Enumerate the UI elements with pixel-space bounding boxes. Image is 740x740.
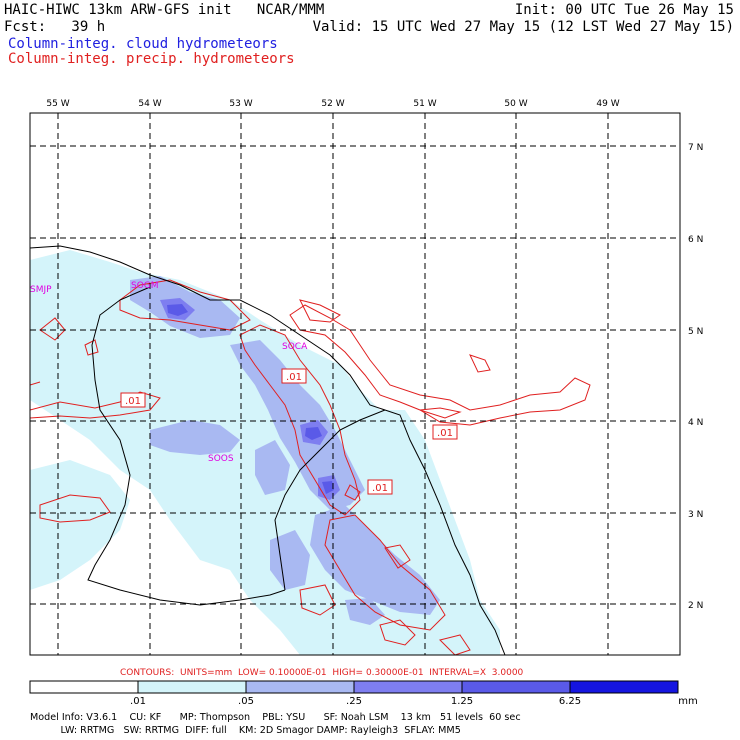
lat-tick-label: 7 N <box>688 143 703 153</box>
model-info-line1: Model Info: V3.6.1 CU: KF MP: Thompson P… <box>30 712 521 723</box>
forecast-hour: Fcst: 39 h <box>4 19 106 35</box>
station-label-soca: SOCA <box>282 342 308 352</box>
colorbar-bin <box>245 680 355 694</box>
station-label-soos: SOOS <box>208 454 234 464</box>
lat-tick-label: 2 N <box>688 601 703 611</box>
model-info-line2: LW: RRTMG SW: RRTMG DIFF: full KM: 2D Sm… <box>30 725 461 736</box>
contour-label: .01 <box>125 396 141 407</box>
colorbar-units: mm <box>678 696 697 707</box>
cloud-shading <box>30 250 500 655</box>
colorbar-label: .05 <box>238 696 254 707</box>
valid-time: Valid: 15 UTC Wed 27 May 15 (12 LST Wed … <box>312 19 734 35</box>
cloud-field-label: Column-integ. cloud hydrometeors <box>8 36 278 52</box>
lon-tick-label: 55 W <box>46 99 69 109</box>
lat-tick-label: 4 N <box>688 418 703 428</box>
colorbar-bin <box>137 680 247 694</box>
lat-tick-label: 6 N <box>688 235 703 245</box>
precip-field-label: Column-integ. precip. hydrometeors <box>8 51 295 67</box>
colorbar <box>29 680 679 694</box>
lon-tick-label: 50 W <box>504 99 527 109</box>
lat-tick-label: 5 N <box>688 327 703 337</box>
lon-tick-label: 54 W <box>138 99 161 109</box>
colorbar-bin <box>353 680 463 694</box>
colorbar-label: .01 <box>130 696 146 707</box>
init-time: Init: 00 UTC Tue 26 May 15 <box>514 2 734 18</box>
lon-tick-label: 52 W <box>321 99 344 109</box>
map-frame <box>29 112 681 656</box>
lon-tick-label: 53 W <box>229 99 252 109</box>
contour-label: .01 <box>286 372 302 383</box>
colorbar-label: .25 <box>346 696 362 707</box>
station-label-smjp: SMJP <box>30 285 52 295</box>
contour-label-boxes <box>120 368 458 495</box>
model-title: HAIC-HIWC 13km ARW-GFS init NCAR/MMM <box>4 2 325 18</box>
contour-label: .01 <box>372 483 388 494</box>
colorbar-bin <box>29 680 139 694</box>
colorbar-label: 1.25 <box>451 696 473 707</box>
latlon-grid <box>30 113 680 655</box>
contour-label: .01 <box>437 428 453 439</box>
contour-info: CONTOURS: UNITS=mm LOW= 0.10000E-01 HIGH… <box>120 668 524 678</box>
lon-tick-label: 51 W <box>413 99 436 109</box>
colorbar-bin <box>569 680 679 694</box>
lon-tick-label: 49 W <box>596 99 619 109</box>
station-label-sogm: SOGM <box>131 281 159 291</box>
precip-contours <box>30 279 591 655</box>
colorbar-label: 6.25 <box>559 696 581 707</box>
colorbar-bin <box>461 680 571 694</box>
lat-tick-label: 3 N <box>688 510 703 520</box>
coastlines <box>30 245 506 655</box>
